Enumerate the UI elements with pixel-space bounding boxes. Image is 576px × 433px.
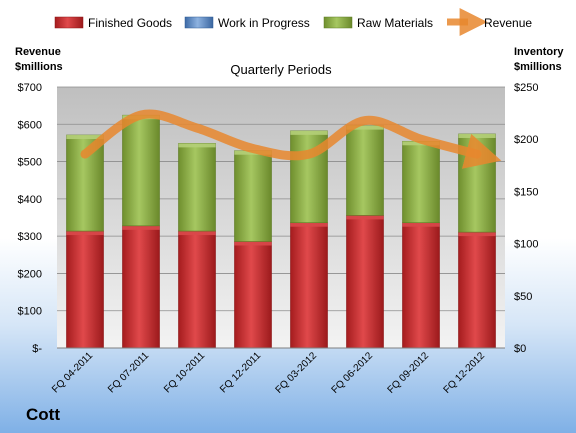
legend-label-work-in-progress: Work in Progress bbox=[218, 16, 310, 30]
left-tick-label: $- bbox=[32, 343, 42, 355]
bar-layer bbox=[66, 114, 496, 349]
right-axis: $0 $50 $100 $150 $200 $250 bbox=[514, 82, 538, 355]
left-axis-title-line2: $millions bbox=[15, 61, 63, 73]
bar-finished-goods-top bbox=[346, 215, 384, 220]
left-tick-label: $200 bbox=[18, 268, 42, 280]
bar-finished-goods-top bbox=[402, 222, 440, 227]
bar-finished-goods bbox=[122, 225, 160, 349]
bar-finished-goods bbox=[66, 230, 104, 349]
x-axis: FQ 04-2011 FQ 07-2011 FQ 10-2011 FQ 12-2011… bbox=[50, 350, 487, 396]
right-axis-title-line2: $millions bbox=[514, 61, 562, 73]
bar-finished-goods bbox=[290, 222, 328, 349]
bar-finished-goods-top bbox=[66, 231, 104, 236]
legend: Finished Goods Work in Progress Raw Mate… bbox=[54, 8, 532, 36]
legend-label-revenue: Revenue bbox=[484, 16, 532, 30]
left-tick-label: $100 bbox=[18, 306, 42, 318]
bar-raw-materials bbox=[178, 143, 216, 232]
right-tick-label: $150 bbox=[514, 186, 538, 198]
chart-title: Quarterly Periods bbox=[230, 62, 332, 77]
bar-raw-materials-top bbox=[66, 135, 104, 140]
bar-raw-materials bbox=[122, 114, 160, 227]
category-label: FQ 03-2012 bbox=[274, 350, 320, 396]
bar-raw-materials bbox=[402, 140, 440, 224]
category-label: FQ 06-2012 bbox=[330, 350, 376, 396]
left-tick-label: $400 bbox=[18, 194, 42, 206]
right-tick-label: $50 bbox=[514, 291, 532, 303]
legend-label-raw-materials: Raw Materials bbox=[357, 16, 433, 30]
bar-raw-materials-top bbox=[458, 133, 496, 138]
category-label: FQ 09-2012 bbox=[386, 350, 432, 396]
legend-swatch-finished-goods bbox=[54, 16, 84, 29]
bar-finished-goods-top bbox=[122, 225, 160, 230]
bar-finished-goods-top bbox=[234, 241, 272, 246]
bar-finished-goods bbox=[234, 241, 272, 349]
left-tick-label: $700 bbox=[18, 82, 42, 94]
right-tick-label: $0 bbox=[514, 343, 526, 355]
bar-finished-goods bbox=[402, 222, 440, 349]
left-tick-label: $300 bbox=[18, 231, 42, 243]
bar-finished-goods bbox=[458, 231, 496, 349]
right-tick-label: $250 bbox=[514, 82, 538, 94]
legend-swatch-work-in-progress bbox=[184, 16, 214, 29]
bar-finished-goods-top bbox=[458, 232, 496, 237]
left-axis-title-line1: Revenue bbox=[15, 46, 61, 58]
bar-raw-materials bbox=[346, 125, 384, 216]
bar-raw-materials-top bbox=[178, 143, 216, 148]
bar-finished-goods bbox=[178, 230, 216, 349]
right-tick-label: $200 bbox=[514, 134, 538, 146]
company-name: Cott bbox=[26, 405, 60, 424]
category-label: FQ 04-2011 bbox=[50, 350, 95, 395]
category-label: FQ 12-2012 bbox=[442, 350, 488, 396]
left-tick-label: $500 bbox=[18, 157, 42, 169]
bar-finished-goods-top bbox=[290, 222, 328, 227]
category-label: FQ 07-2011 bbox=[106, 350, 151, 395]
category-label: FQ 10-2011 bbox=[162, 350, 207, 395]
bar-finished-goods-top bbox=[178, 231, 216, 236]
bar-raw-materials-top bbox=[346, 125, 384, 130]
bar-raw-materials-top bbox=[290, 130, 328, 135]
category-label: FQ 12-2011 bbox=[218, 350, 263, 395]
left-tick-label: $600 bbox=[18, 119, 42, 131]
right-axis-title-line1: Inventory bbox=[514, 46, 564, 58]
bar-finished-goods bbox=[346, 215, 384, 349]
revenue-line bbox=[80, 109, 502, 169]
legend-swatch-raw-materials bbox=[323, 16, 353, 29]
left-axis: $- $100 $200 $300 $400 $500 $600 $700 bbox=[18, 82, 43, 355]
bar-raw-materials bbox=[234, 150, 272, 242]
legend-label-finished-goods: Finished Goods bbox=[88, 16, 172, 30]
right-tick-label: $100 bbox=[514, 239, 538, 251]
